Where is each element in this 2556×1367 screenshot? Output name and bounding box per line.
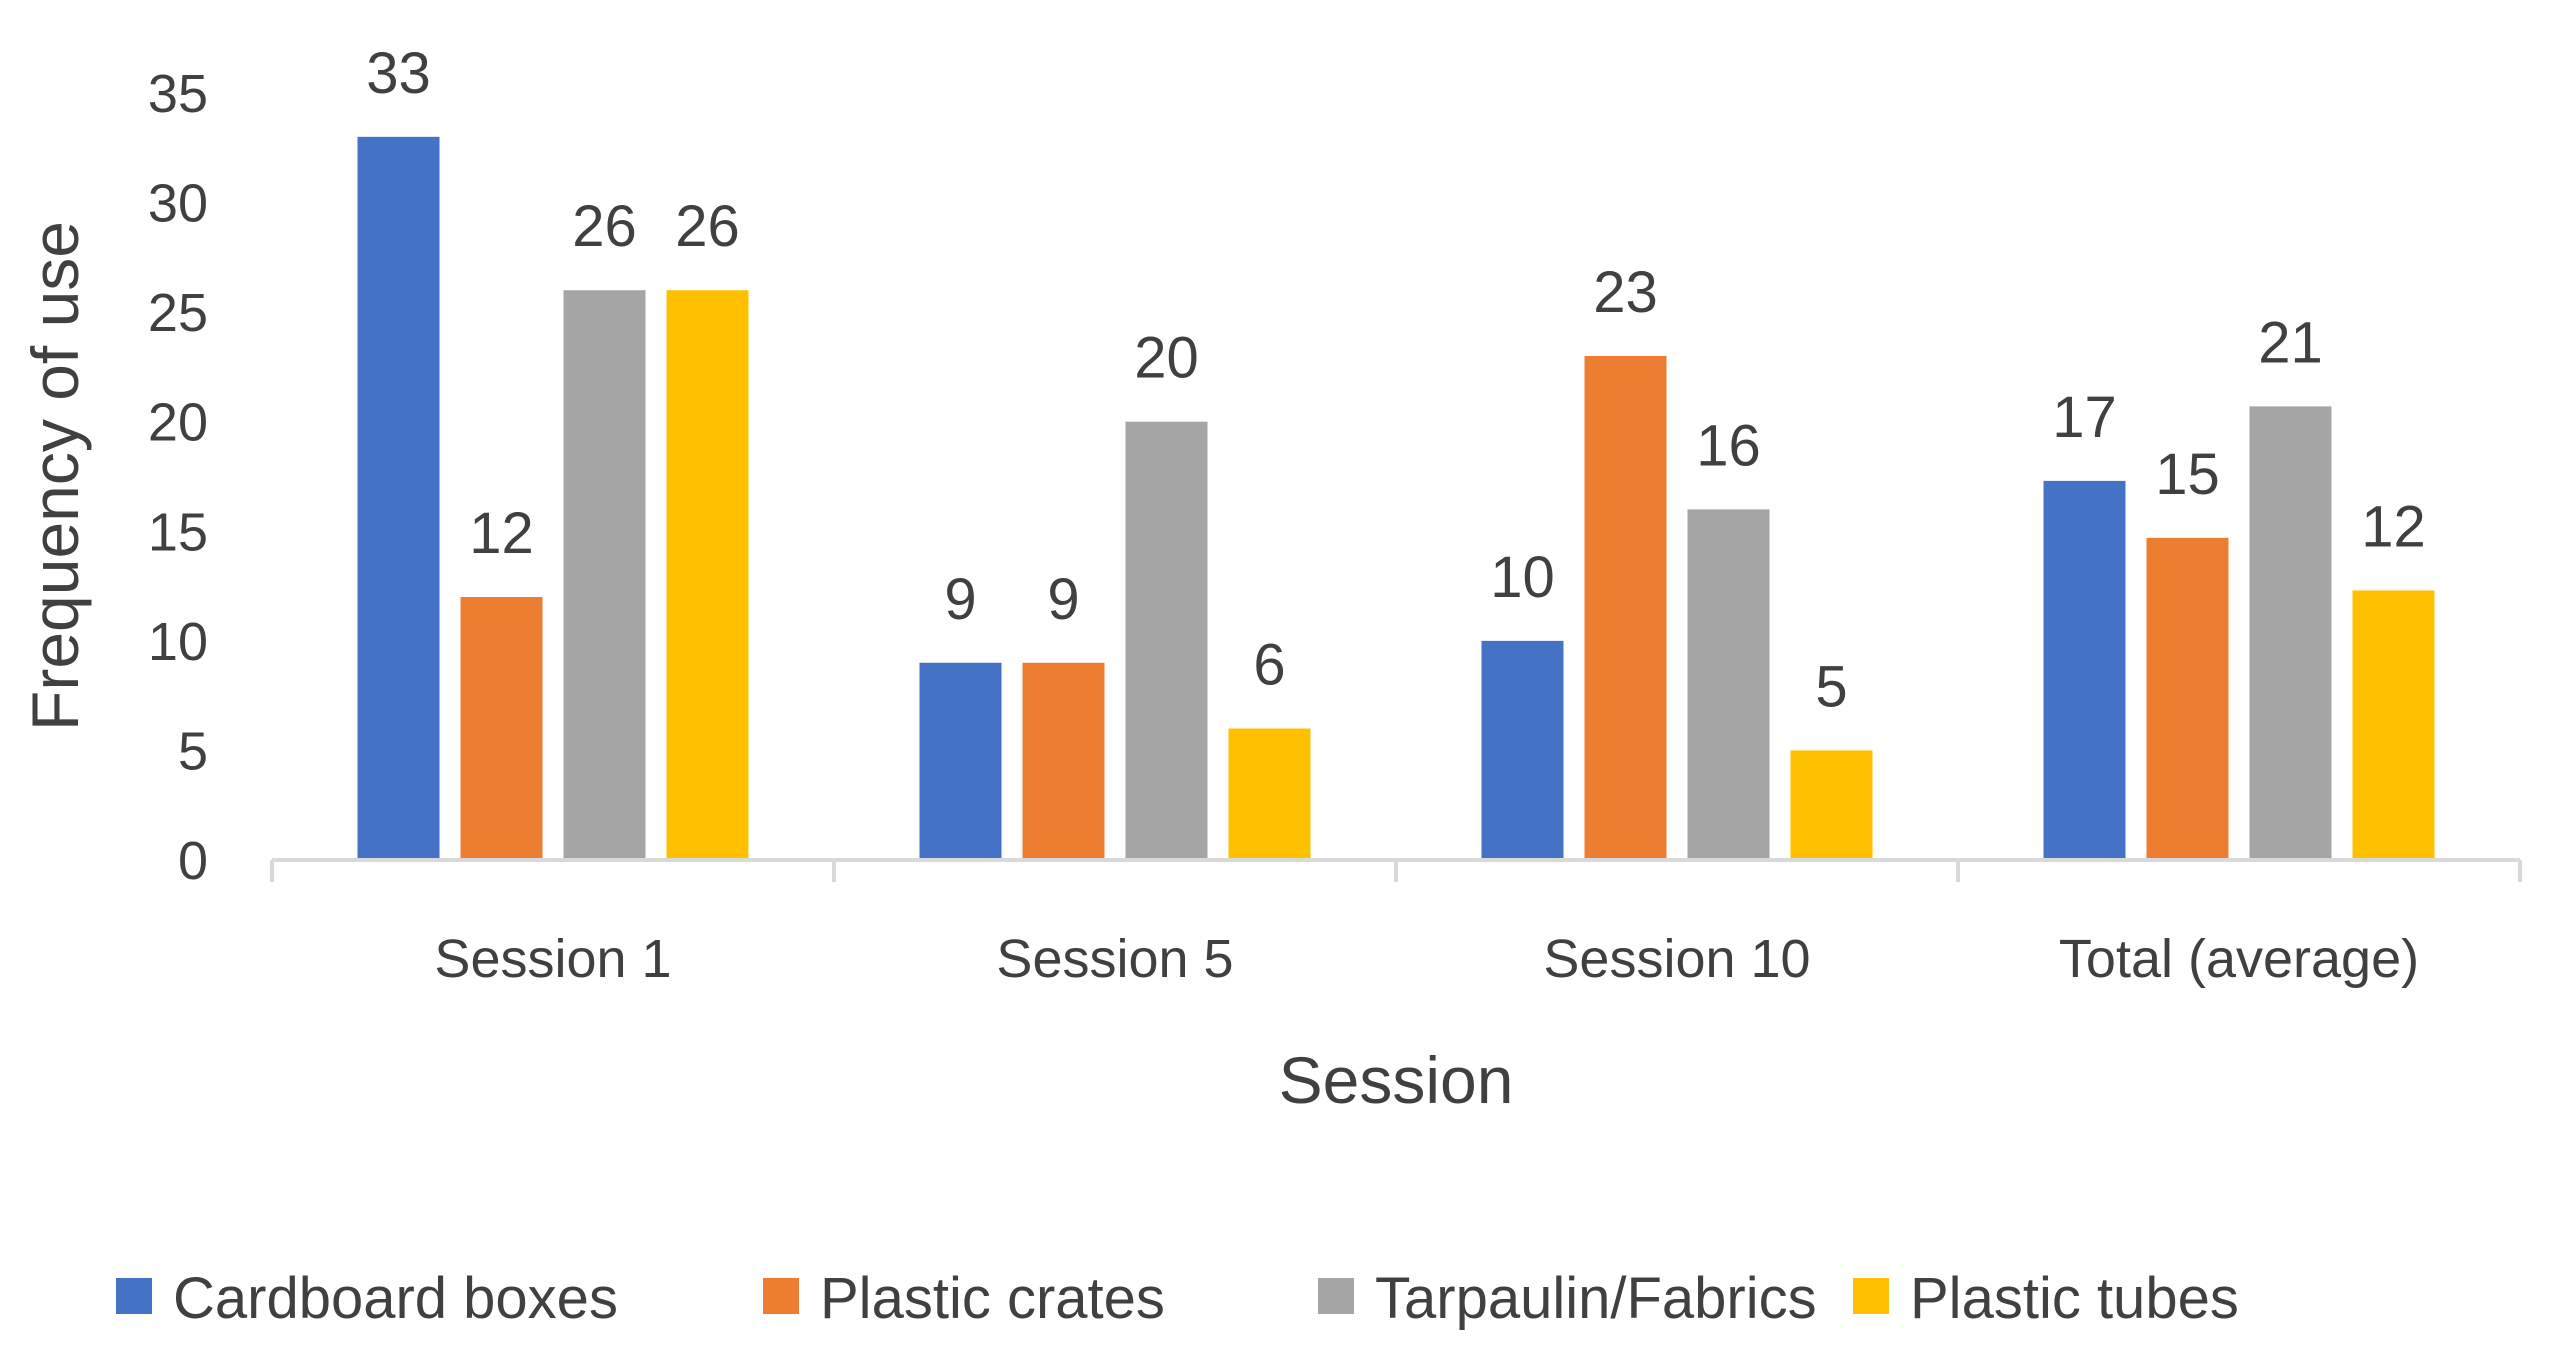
bar (919, 662, 1002, 860)
bar (2352, 590, 2435, 860)
bar (1584, 355, 1667, 860)
data-label: 15 (2155, 442, 2220, 507)
legend-swatch (763, 1278, 799, 1314)
bar (563, 290, 646, 860)
data-label: 12 (2361, 494, 2426, 559)
bar (1125, 421, 1208, 860)
legend-item: Tarpaulin/Fabrics (1318, 1266, 1817, 1331)
bar (1790, 750, 1873, 860)
y-tick-label: 20 (148, 393, 208, 453)
y-tick-label: 30 (148, 174, 208, 234)
x-tick-label: Total (average) (2059, 929, 2419, 989)
bar (2146, 537, 2229, 860)
x-tick-label: Session 10 (1543, 929, 1810, 989)
legend-label: Plastic tubes (1910, 1266, 2239, 1331)
legend-label: Cardboard boxes (173, 1266, 618, 1331)
x-tick-label: Session 5 (996, 929, 1233, 989)
bar (666, 290, 749, 860)
y-axis-ticks: 0 5 10 15 20 25 30 35 (148, 64, 208, 891)
legend-item: Plastic crates (763, 1266, 1165, 1331)
y-tick-label: 5 (178, 721, 208, 781)
y-axis-title: Frequency of use (18, 221, 92, 731)
data-label: 9 (944, 567, 976, 632)
y-tick-label: 10 (148, 612, 208, 672)
legend-item: Plastic tubes (1853, 1266, 2239, 1331)
legend-swatch (1853, 1278, 1889, 1314)
bar (1022, 662, 1105, 860)
data-label: 12 (469, 501, 534, 566)
bars (357, 136, 2435, 861)
x-axis-title: Session (1279, 1043, 1514, 1117)
y-tick-label: 35 (148, 64, 208, 124)
data-label: 5 (1815, 654, 1847, 719)
data-labels: 33 12 26 26 9 9 20 6 10 23 16 5 17 15 21 12 (366, 41, 2426, 720)
legend-swatch (116, 1278, 152, 1314)
data-label: 26 (572, 194, 637, 259)
data-label: 23 (1593, 260, 1658, 325)
y-tick-label: 25 (148, 283, 208, 343)
data-label: 6 (1253, 633, 1285, 698)
legend-swatch (1318, 1278, 1354, 1314)
legend-item: Cardboard boxes (116, 1266, 618, 1331)
data-label: 20 (1134, 326, 1199, 391)
data-label: 16 (1696, 413, 1761, 478)
bar (2249, 406, 2332, 860)
bar (1687, 509, 1770, 860)
legend-label: Tarpaulin/Fabrics (1375, 1266, 1817, 1331)
x-tick-label: Session 1 (434, 929, 671, 989)
data-label: 10 (1490, 545, 1555, 610)
legend: Cardboard boxes Plastic crates Tarpaulin/F… (116, 1266, 2239, 1331)
bar (460, 597, 543, 860)
y-tick-label: 0 (178, 831, 208, 891)
data-label: 17 (2052, 385, 2117, 450)
y-tick-label: 15 (148, 502, 208, 562)
data-label: 33 (366, 41, 431, 106)
bar (2043, 480, 2126, 860)
bar (357, 136, 440, 861)
x-axis-tick-labels: Session 1 Session 5 Session 10 Total (avera… (434, 929, 2419, 989)
x-axis (270, 858, 2522, 882)
bar (1481, 640, 1564, 860)
data-label: 26 (675, 194, 740, 259)
data-label: 21 (2258, 310, 2323, 375)
data-label: 9 (1047, 567, 1079, 632)
legend-label: Plastic crates (820, 1266, 1165, 1331)
bar (1228, 728, 1311, 860)
